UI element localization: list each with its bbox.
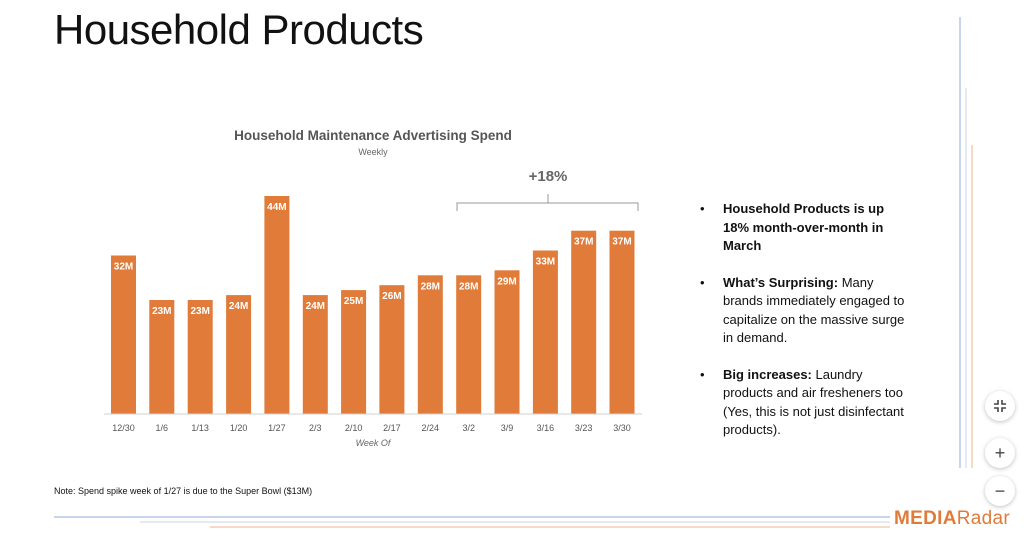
bar-3/23	[571, 230, 597, 414]
bar-value-label: 44M	[267, 202, 286, 213]
bar-value-label: 28M	[421, 281, 440, 292]
x-tick-label: 2/17	[383, 423, 401, 433]
bar-3/16	[532, 250, 558, 414]
x-tick-label: 3/30	[613, 423, 631, 433]
x-tick-label: 2/24	[422, 423, 440, 433]
bullet-dot: •	[700, 201, 705, 216]
bar-value-label: 26M	[382, 291, 401, 302]
x-tick-label: 12/30	[112, 423, 135, 433]
bar-value-label: 23M	[190, 306, 209, 317]
bullet-list: • Household Products is up 18% month-ove…	[700, 200, 910, 458]
bullet-bold: Big increases:	[723, 366, 812, 382]
x-tick-label: 2/10	[345, 423, 363, 433]
zoom-out-button[interactable]: −	[985, 476, 1015, 506]
bar-1/6	[149, 300, 175, 414]
bar-1/20	[226, 295, 252, 414]
x-tick-label: 2/3	[309, 423, 322, 433]
bullet-bold: Household Products is up 18% month-over-…	[723, 201, 885, 253]
bar-value-label: 24M	[229, 301, 248, 312]
zoom-in-button[interactable]: +	[985, 438, 1015, 468]
collapse-button[interactable]	[985, 391, 1015, 421]
x-tick-label: 1/20	[230, 423, 248, 433]
mediaradar-logo: MEDIARadar	[894, 508, 1010, 530]
x-tick-label: 3/9	[501, 423, 514, 433]
bar-value-label: 25M	[344, 296, 363, 307]
bar-12/30	[111, 255, 136, 414]
x-tick-label: 1/13	[191, 423, 209, 433]
bar-value-label: 24M	[306, 301, 325, 312]
bar-value-label: 29M	[497, 276, 516, 287]
bar-value-label: 37M	[574, 237, 593, 248]
x-tick-label: 1/6	[156, 423, 169, 433]
bullet-item: • Household Products is up 18% month-ove…	[700, 200, 910, 256]
bullet-dot: •	[700, 274, 705, 290]
logo-part-radar: Radar	[956, 508, 1010, 529]
page-title: Household Products	[54, 6, 424, 53]
chart-subtitle: Weekly	[358, 147, 388, 157]
bar-2/24	[417, 275, 443, 414]
bullet-text: Laundry products and air fresheners too …	[723, 366, 904, 438]
x-tick-label: 3/23	[575, 423, 593, 433]
bar-2/3	[302, 295, 328, 414]
bar-value-label: 23M	[152, 306, 171, 317]
bar-value-label: 32M	[114, 262, 133, 273]
collapse-arrows-icon	[994, 400, 1006, 412]
annotation-bracket: +18%	[456, 168, 639, 211]
bar-3/30	[609, 230, 635, 414]
x-axis-title: Week Of	[356, 438, 392, 448]
bullet-item: • Big increases: Laundry products and ai…	[700, 366, 910, 440]
bar-1/27	[264, 196, 290, 414]
bar-2/10	[341, 290, 367, 414]
bullet-item: • What’s Surprising: Many brands immedia…	[700, 274, 910, 348]
bar-value-label: 28M	[459, 281, 478, 292]
bullet-text: Many brands immediately engaged to capit…	[723, 274, 905, 346]
bullet-dot: •	[700, 366, 705, 382]
bar-3/9	[494, 270, 520, 414]
footnote: Note: Spend spike week of 1/27 is due to…	[54, 486, 313, 496]
annotation-label: +18%	[529, 168, 568, 185]
bar-value-label: 33M	[536, 257, 555, 268]
bracket-path	[456, 194, 639, 211]
x-tick-label: 1/27	[268, 423, 286, 433]
bar-1/13	[187, 300, 213, 414]
minus-icon: −	[994, 480, 1006, 501]
bar-3/2	[456, 275, 482, 414]
x-tick-label: 3/2	[462, 423, 475, 433]
x-tick-label: 3/16	[537, 423, 555, 433]
bar-value-label: 37M	[612, 237, 631, 248]
chart-title: Household Maintenance Advertising Spend	[234, 128, 512, 143]
bar-2/17	[379, 285, 405, 414]
bullet-bold: What’s Surprising:	[723, 274, 839, 290]
logo-part-media: MEDIA	[894, 508, 957, 529]
plus-icon: +	[994, 442, 1006, 463]
